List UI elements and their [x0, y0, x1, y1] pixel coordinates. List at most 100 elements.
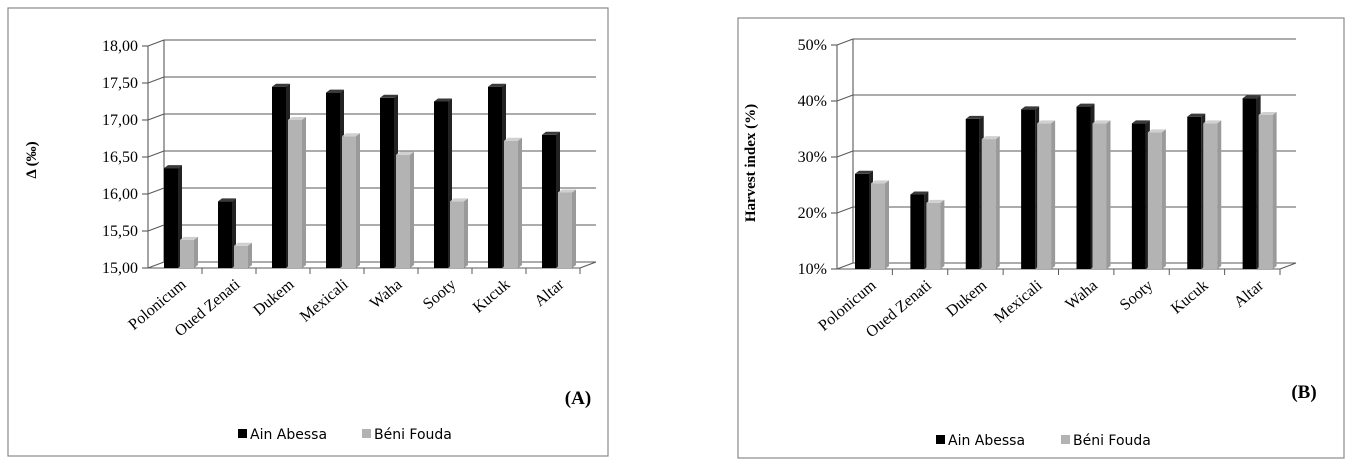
bar-top: [965, 115, 984, 119]
bar-top: [1076, 103, 1095, 107]
bar-top: [1258, 112, 1277, 115]
category-label: Kucuk: [470, 276, 514, 316]
legend-label: Ain Abessa: [250, 427, 327, 443]
bar-top: [855, 170, 873, 174]
legend-label: Béni Fouda: [1073, 433, 1151, 449]
category-label: Mexicali: [991, 277, 1046, 327]
bar-top: [504, 137, 522, 141]
bar-beni-fouda: [1258, 112, 1277, 269]
bar-ain-abessa: [1021, 106, 1040, 270]
bar-beni-fouda: [396, 151, 414, 268]
bar-front: [1258, 115, 1273, 269]
y-axis-label: Δ (‰): [24, 141, 40, 178]
y-tick-label: 17,50: [102, 75, 138, 92]
category-label: Sooty: [1117, 277, 1157, 314]
legend-label: Ain Abessa: [948, 433, 1025, 449]
bar-beni-fouda: [981, 136, 1000, 269]
bar-front: [1021, 109, 1036, 270]
floor-edge: [579, 261, 597, 269]
bar-top: [164, 165, 182, 169]
bar-front: [380, 97, 394, 268]
bar-beni-fouda: [1037, 120, 1056, 270]
bar-ain-abessa: [164, 165, 182, 268]
bar-top: [396, 151, 414, 155]
bar-top: [871, 180, 889, 184]
bar-ain-abessa: [488, 83, 506, 268]
bar-top: [1242, 95, 1261, 99]
bar-front: [342, 136, 356, 268]
bar-top: [380, 94, 398, 98]
bar-ain-abessa: [1242, 95, 1261, 269]
bar-side: [464, 198, 468, 268]
bar-top: [288, 117, 306, 120]
bar-top: [326, 89, 344, 93]
bar-top: [342, 133, 360, 137]
bar-ain-abessa: [434, 98, 452, 268]
bar-ain-abessa: [326, 89, 344, 269]
legend-swatch: [362, 429, 371, 438]
bar-top: [434, 98, 452, 102]
chart-frame: [737, 17, 1345, 459]
bar-front: [1076, 106, 1091, 269]
y-axis-label: Harvest index (%): [743, 104, 759, 222]
y-tick-label: 16,50: [102, 149, 138, 166]
bar-front: [234, 245, 248, 268]
category-label: Altar: [1231, 277, 1268, 312]
y-tick-label: 10%: [798, 261, 827, 278]
chart-a: 15,00 15,50 16,00 16,50 17,00 17,50 18,00 Δ (‰)…: [7, 7, 609, 457]
bar-side: [1161, 129, 1166, 269]
bar-ain-abessa: [1131, 120, 1150, 270]
y-tick-label: 30%: [798, 149, 827, 166]
category-label: Waha: [1062, 277, 1101, 313]
gridline-side: [836, 150, 854, 158]
bar-beni-fouda: [504, 137, 522, 268]
bar-front: [1037, 123, 1052, 270]
bar-side: [356, 133, 360, 268]
gridline-side: [836, 94, 854, 102]
bar-top: [1092, 120, 1111, 124]
bar-top: [1147, 129, 1166, 133]
legend-swatch: [238, 429, 247, 438]
bar-front: [488, 86, 502, 268]
bar-beni-fouda: [558, 189, 576, 268]
panel-label: (A): [565, 388, 591, 409]
bar-side: [248, 242, 252, 268]
bar-top: [542, 131, 560, 135]
bar-ain-abessa: [218, 198, 236, 268]
y-tick-label: 40%: [798, 93, 827, 110]
bar-front: [504, 140, 518, 268]
y-tick-label: 17,00: [102, 112, 138, 129]
bar-ain-abessa: [542, 131, 560, 268]
bar-ain-abessa: [1187, 113, 1206, 270]
bar-beni-fouda: [288, 117, 306, 268]
bar-beni-fouda: [342, 133, 360, 268]
bar-front: [871, 183, 885, 269]
bar-beni-fouda: [450, 198, 468, 268]
bar-front: [218, 201, 232, 268]
bar-top: [234, 242, 252, 246]
legend-swatch: [936, 435, 945, 444]
category-label: Waha: [367, 276, 406, 312]
bar-front: [164, 168, 178, 268]
chart-panel-b: 10% 20% 30% 40% 50% Harvest index (%) Polonicu…: [618, 0, 1348, 459]
gridline-side: [147, 150, 165, 158]
bar-front: [1242, 98, 1257, 269]
category-label: Sooty: [420, 276, 460, 313]
y-tick-label: 18,00: [102, 38, 138, 55]
legend-label: Béni Fouda: [374, 427, 452, 443]
bar-beni-fouda: [926, 199, 945, 269]
y-tick-label: 15,00: [102, 260, 138, 277]
bar-top: [1021, 106, 1040, 110]
bar-top: [558, 189, 576, 193]
bar-beni-fouda: [871, 180, 889, 269]
gridline-side: [147, 187, 165, 195]
bar-front: [272, 86, 286, 268]
bar-top: [1203, 120, 1222, 124]
bar-side: [995, 136, 1000, 269]
bar-front: [180, 239, 194, 268]
bar-front: [326, 92, 340, 269]
bar-ain-abessa: [1076, 103, 1095, 269]
bar-front: [855, 173, 869, 269]
y-tick-label: 16,00: [102, 186, 138, 203]
bar-side: [1106, 120, 1111, 270]
